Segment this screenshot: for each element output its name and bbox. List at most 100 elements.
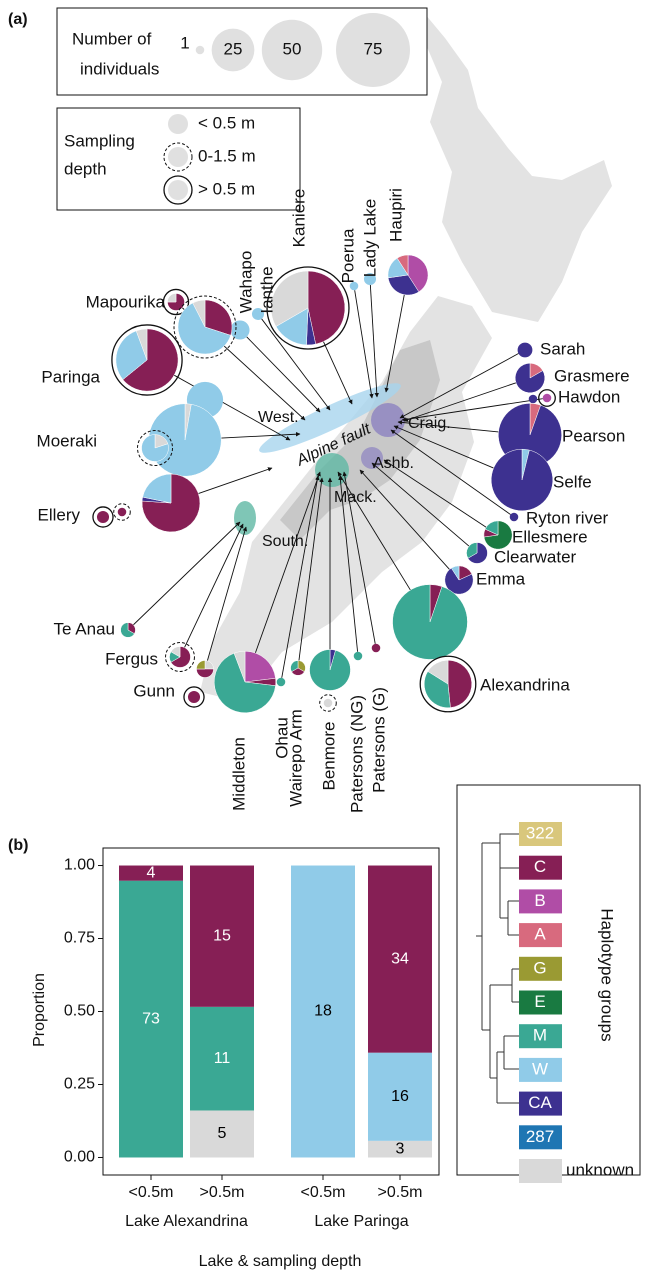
x-tick-label: <0.5m	[301, 1184, 346, 1201]
legend-label: 287	[526, 1127, 554, 1146]
bar-count-label: 4	[147, 864, 156, 881]
leader-line	[173, 374, 291, 441]
leader-line	[281, 475, 320, 678]
pie-slice	[427, 659, 449, 685]
pie-slice	[187, 690, 201, 704]
lake-label: Patersons (G)	[369, 687, 388, 793]
legend-title: individuals	[80, 59, 159, 78]
leader-line	[371, 462, 470, 547]
pie-slice	[276, 677, 286, 687]
legend-swatch	[519, 855, 562, 880]
size-legend-label: 25	[224, 39, 243, 58]
lake-label: Clearwater	[494, 547, 577, 566]
pie-slice	[484, 520, 499, 536]
group-label: Lake Paringa	[314, 1213, 408, 1230]
panel-label: (b)	[8, 837, 28, 854]
legend-swatch	[519, 956, 562, 981]
size-legend-label: 1	[180, 33, 189, 52]
leader-line	[393, 425, 494, 469]
bar-count-label: 5	[218, 1125, 227, 1142]
bar-segment	[119, 865, 183, 881]
legend-title: Sampling	[64, 131, 135, 150]
leader-line	[298, 477, 324, 661]
lake-label: Moeraki	[37, 431, 97, 450]
pie-slice	[517, 342, 533, 358]
pie-slice	[196, 668, 214, 678]
lake-label: Poerua	[338, 228, 357, 283]
bar-count-label: 3	[396, 1140, 405, 1157]
lake-label: Benmore	[319, 722, 338, 791]
depth-outline	[319, 694, 337, 712]
x-tick-label: <0.5m	[129, 1184, 174, 1201]
legend-swatch	[519, 990, 562, 1015]
lake-label: Selfe	[553, 472, 592, 491]
leader-line	[401, 398, 543, 422]
leader-line	[198, 467, 273, 494]
depth-outline	[162, 288, 190, 316]
depth-legend-label: 0-1.5 m	[198, 146, 256, 165]
legend-title: Number of	[72, 29, 152, 48]
x-tick-label: >0.5m	[200, 1184, 245, 1201]
size-legend-circle	[211, 28, 255, 72]
pie-slice	[309, 649, 351, 691]
x-axis-title: Lake & sampling depth	[199, 1253, 362, 1270]
depth-outline	[113, 503, 131, 521]
pie-slice	[444, 567, 474, 595]
depth-outline	[163, 175, 193, 205]
leader-line	[322, 341, 353, 405]
depth-legend-label: > 0.5 m	[198, 179, 255, 198]
craig-region	[371, 403, 405, 437]
bar-segment	[190, 865, 254, 1007]
bar-count-label: 11	[214, 1050, 231, 1067]
legend-label: CA	[528, 1093, 552, 1112]
pie-slice	[509, 512, 519, 522]
pie-slice	[349, 281, 359, 291]
y-tick-label: 0.50	[64, 1003, 95, 1020]
depth-legend-circle	[168, 147, 188, 167]
legend-label: B	[534, 891, 545, 910]
legend-swatch	[519, 1125, 562, 1150]
leader-line	[206, 526, 248, 661]
ashb-region	[361, 447, 383, 469]
size-legend-circle	[195, 45, 205, 55]
map	[200, 8, 612, 702]
pie-slice	[491, 448, 554, 512]
lake-label: Ianthe	[257, 266, 276, 313]
pie-slice	[122, 328, 179, 392]
pie-slice	[142, 473, 172, 504]
lake-label: Lady Lake	[360, 199, 379, 277]
legend-label: E	[534, 992, 545, 1011]
lake-label: Paringa	[41, 367, 100, 386]
legend-swatch	[519, 889, 562, 914]
pie-slice	[353, 651, 363, 661]
bar-segment	[368, 1052, 432, 1141]
size-legend-circle	[336, 13, 410, 87]
pie-slice	[170, 646, 181, 658]
y-axis-title: Proportion	[31, 973, 48, 1047]
legend-swatch	[519, 1057, 562, 1082]
lake-label: Te Anau	[54, 619, 115, 638]
size-legend-circle	[261, 19, 323, 81]
lake-label: Middleton	[229, 737, 248, 811]
lake-label: Gunn	[133, 681, 175, 700]
region-label: Craig.	[408, 415, 451, 432]
region-label: Ashb.	[373, 455, 414, 472]
bar-segment	[291, 865, 355, 1158]
pie-slice	[167, 293, 185, 311]
depth-outline	[266, 266, 350, 350]
dendrogram	[476, 833, 519, 1104]
depth-legend-label: < 0.5 m	[198, 113, 255, 132]
legend-swatch	[519, 1091, 562, 1116]
pie-slice	[392, 584, 468, 660]
bar-segment	[190, 1110, 254, 1158]
leader-line	[354, 290, 374, 399]
lake-label: Wairepo Arm	[286, 709, 305, 807]
y-tick-label: 1.00	[64, 857, 95, 874]
leader-line	[359, 469, 450, 570]
region-label: West.	[258, 409, 299, 426]
bar-count-label: 16	[391, 1088, 409, 1105]
lake-label: Wahapo	[236, 251, 255, 314]
legend-title: Haplotype groups	[598, 908, 617, 1041]
west-region	[259, 383, 401, 453]
